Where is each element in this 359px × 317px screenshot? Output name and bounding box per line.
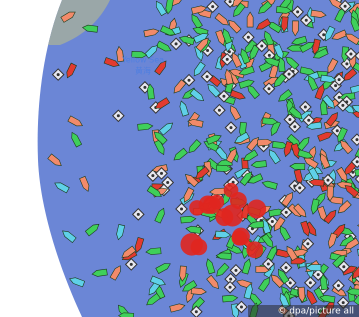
- ship-cluster: [203, 196, 221, 214]
- ship-marker-dot: [188, 79, 191, 82]
- ship-marker-dot: [211, 5, 214, 8]
- ship-marker-dot: [234, 269, 237, 272]
- ship-marker-dot: [175, 42, 178, 45]
- ship-marker-dot: [288, 73, 291, 76]
- ship-marker-dot: [344, 5, 347, 8]
- ship-marker-dot: [334, 84, 337, 87]
- ship-marker-dot: [137, 213, 140, 216]
- ship-marker-dot: [130, 263, 133, 266]
- ship-marker-dot: [285, 211, 288, 214]
- credit: © dpa/picture all: [277, 307, 354, 317]
- ship-marker-dot: [322, 33, 325, 36]
- ship-marker-dot: [229, 286, 232, 289]
- ship-marker-dot: [345, 62, 348, 65]
- ship-marker-dot: [304, 106, 307, 109]
- ship-marker-dot: [293, 125, 296, 128]
- ship-marker-dot: [151, 174, 154, 177]
- ship-marker-dot: [166, 181, 169, 184]
- ship-marker-dot: [338, 78, 341, 81]
- ship-marker-dot: [336, 129, 339, 132]
- ship-marker-dot: [206, 49, 209, 52]
- ship-marker-dot: [341, 104, 344, 107]
- ship-marker-dot: [317, 273, 320, 276]
- ship-cluster: [247, 199, 266, 218]
- ship-marker-dot: [268, 54, 271, 57]
- ship-marker-dot: [222, 95, 225, 98]
- ship-marker-dot: [307, 119, 310, 122]
- ship-marker-dot: [247, 36, 250, 39]
- ship-marker-dot: [260, 44, 263, 47]
- ship-marker-dot: [180, 207, 183, 210]
- ship-marker-dot: [289, 281, 292, 284]
- ship-marker-dot: [356, 160, 359, 163]
- sea-label-local: 黄海: [135, 66, 151, 76]
- ship-marker-dot: [288, 118, 291, 121]
- ship-cluster: [230, 192, 247, 209]
- ship-marker-dot: [229, 126, 232, 129]
- ship-cluster: [232, 230, 248, 246]
- ship-marker-dot: [229, 0, 232, 3]
- ship-marker-dot: [355, 138, 358, 141]
- ship-marker-dot: [240, 305, 243, 308]
- ship-marker-dot: [326, 179, 329, 182]
- ship-marker-dot: [160, 172, 163, 175]
- ship-marker-dot: [143, 86, 146, 89]
- ship-marker-dot: [229, 278, 232, 281]
- ship-marker-dot: [267, 262, 270, 265]
- ship-marker-dot: [306, 242, 309, 245]
- ship-marker-dot: [337, 284, 340, 287]
- ship-marker-dot: [57, 73, 60, 76]
- map-screenshot: Yellow Sea 黄海 © dpa/picture all: [0, 0, 359, 317]
- ship-marker-dot: [195, 310, 198, 313]
- ship-marker-dot: [296, 10, 299, 13]
- ship-marker-dot: [309, 281, 312, 284]
- ship-marker-dot: [342, 265, 345, 268]
- ship-cluster: [191, 239, 208, 256]
- ship-cluster: [246, 241, 263, 258]
- ship-marker-dot: [298, 186, 301, 189]
- ship-marker-dot: [117, 114, 120, 117]
- ship-marker-dot: [285, 266, 288, 269]
- ship-marker-dot: [218, 109, 221, 112]
- ship-marker-dot: [226, 58, 229, 61]
- ship-marker-dot: [267, 87, 270, 90]
- ship-marker-dot: [342, 301, 345, 304]
- ship-marker-dot: [349, 52, 352, 55]
- ship-marker-dot: [206, 75, 209, 78]
- ship-marker-dot: [271, 220, 274, 223]
- ship-marker-dot: [305, 19, 308, 22]
- sea-label: Yellow Sea: [121, 56, 164, 65]
